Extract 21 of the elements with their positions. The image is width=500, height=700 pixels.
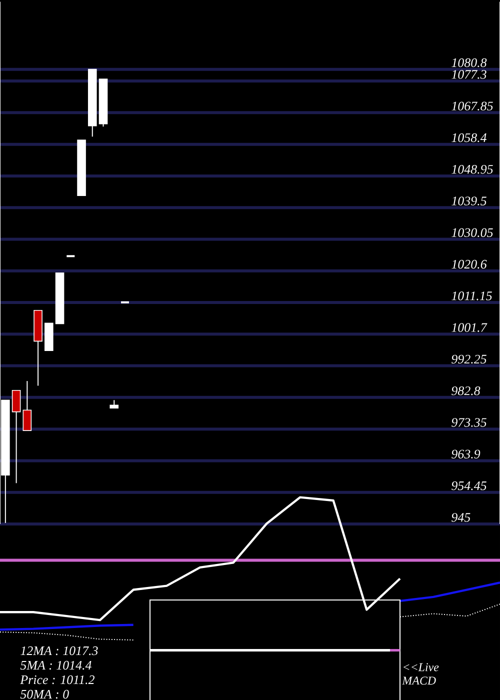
y-tick-label: 1011.15	[452, 292, 492, 300]
y-tick-label: 1001.7	[452, 323, 488, 332]
y-tick-label: 1030.05	[452, 228, 493, 238]
text: <<Live MACD	[402, 663, 439, 685]
y-tick-label: 1067.85	[452, 102, 493, 110]
y-tick-label: 1020.6	[452, 260, 487, 269]
y-tick-label: 963.9	[452, 450, 480, 459]
y-tick-label: 1058.4	[452, 133, 487, 142]
y-tick-label: 992.25	[452, 354, 486, 364]
text: Price : 1011.2	[20, 675, 94, 684]
y-tick-label: 982.8	[452, 386, 480, 396]
y-tick-label: 1080.8	[452, 58, 487, 68]
y-tick-label: 1048.95	[452, 164, 493, 174]
y-tick-label: 1039.5	[452, 196, 486, 206]
text: 12MA : 1017.3	[20, 646, 98, 656]
text: 5MA : 1014.4	[20, 660, 92, 670]
y-tick-label: 954.45	[452, 481, 486, 490]
text: 50MA : 0	[20, 690, 69, 699]
y-tick-label: 1077.3	[452, 70, 486, 79]
y-tick-label: 973.35	[452, 418, 486, 427]
y-tick-label: 945	[452, 513, 470, 522]
